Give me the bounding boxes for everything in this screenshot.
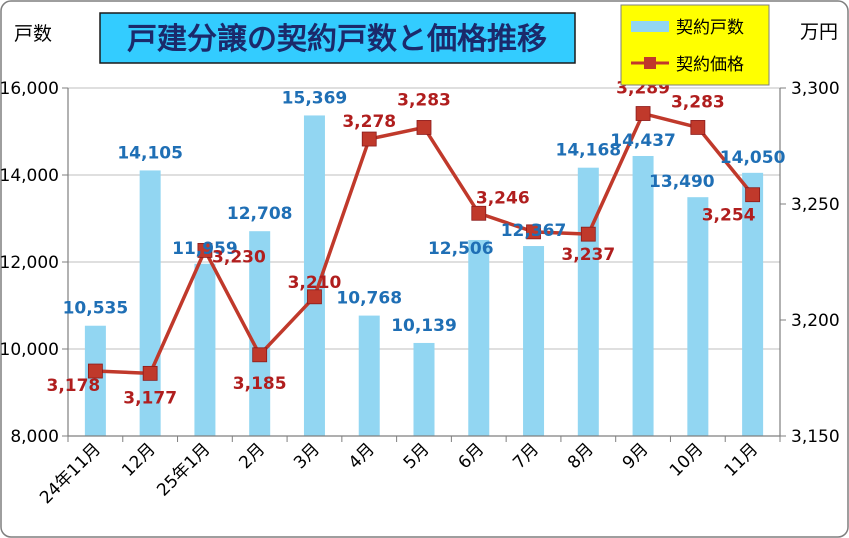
y-right-tick-label: 3,150 — [791, 427, 840, 447]
y-left-label: 戸数 — [14, 23, 52, 45]
bar — [303, 115, 325, 437]
bar — [523, 246, 545, 436]
line-data-label: 3,178 — [46, 376, 100, 396]
legend-line-label: 契約価格 — [676, 55, 744, 75]
bar — [577, 167, 599, 436]
gridlines — [68, 87, 780, 350]
chart-title: 戸建分譲の契約戸数と価格推移 — [99, 12, 576, 64]
line-data-label: 3,283 — [397, 90, 451, 110]
bar — [742, 172, 764, 436]
line-data-label: 3,210 — [288, 273, 342, 293]
bar — [468, 239, 490, 436]
bar-data-label: 11,959 — [172, 239, 238, 259]
bar — [249, 231, 271, 436]
line-data-label: 3,283 — [671, 92, 725, 112]
y-right-tick-label: 3,250 — [791, 195, 840, 215]
legend-box — [620, 4, 770, 86]
y-left-tick-label: 12,000 — [0, 253, 59, 273]
bar — [358, 315, 380, 436]
y-left-tick-label: 16,000 — [0, 79, 59, 99]
bar-data-label: 14,168 — [556, 141, 622, 161]
line-marker — [197, 242, 213, 258]
line-data-label: 3,230 — [212, 247, 266, 267]
y-left-tick-label: 14,000 — [0, 166, 59, 186]
bar-data-label: 12,367 — [501, 221, 567, 241]
line-marker — [635, 106, 651, 121]
line-marker — [142, 365, 158, 381]
line-series — [87, 106, 761, 381]
legend: 契約戸数 契約価格 — [620, 4, 770, 86]
y-left-tick-label: 10,000 — [0, 340, 59, 360]
bar — [632, 155, 654, 437]
bar-data-label: 13,490 — [649, 172, 715, 192]
y-right-tick-label: 3,300 — [791, 79, 840, 99]
data-labels: 10,535 14,105 11,959 12,708 15,369 10,768 10,1… — [46, 79, 785, 409]
line-marker — [307, 289, 322, 305]
line-data-label: 3,246 — [476, 188, 530, 208]
bar — [84, 325, 106, 436]
line-data-label: 3,237 — [561, 245, 615, 265]
axes — [62, 87, 786, 442]
line-marker — [361, 131, 377, 147]
line-marker — [87, 363, 103, 379]
y-right-label: 万円 — [800, 21, 838, 43]
line-marker — [471, 205, 487, 221]
bar-data-label: 12,506 — [428, 239, 494, 259]
bar — [687, 197, 709, 436]
legend-bar-swatch — [631, 21, 669, 32]
line-data-label: 3,278 — [342, 112, 396, 132]
y-right-tick-label: 3,200 — [791, 311, 840, 331]
y-left-tick-label: 8,000 — [10, 427, 59, 447]
line-marker — [745, 187, 761, 203]
bar-data-label: 10,535 — [63, 299, 129, 319]
line-marker — [416, 120, 432, 135]
bar-data-label: 12,708 — [227, 204, 293, 224]
line-data-label: 3,177 — [123, 388, 177, 408]
bar-data-label: 14,050 — [720, 148, 786, 168]
bar — [413, 342, 435, 436]
chart-title-text: 戸建分譲の契約戸数と価格推移 — [127, 22, 547, 57]
bar-data-label: 14,437 — [610, 131, 676, 151]
bar-data-label: 14,105 — [117, 143, 183, 163]
legend-line-marker — [644, 57, 656, 69]
line-data-label: 3,254 — [702, 206, 756, 226]
bar-data-label: 15,369 — [282, 88, 348, 108]
bar-data-label: 10,768 — [336, 289, 402, 309]
line-marker — [252, 347, 268, 363]
line-marker — [526, 224, 541, 240]
line-marker — [690, 120, 706, 135]
legend-bar-label: 契約戸数 — [676, 18, 744, 38]
line-marker — [580, 226, 596, 242]
bar — [194, 263, 216, 436]
bar-data-label: 10,139 — [391, 316, 457, 336]
line-data-label: 3,185 — [233, 374, 287, 394]
